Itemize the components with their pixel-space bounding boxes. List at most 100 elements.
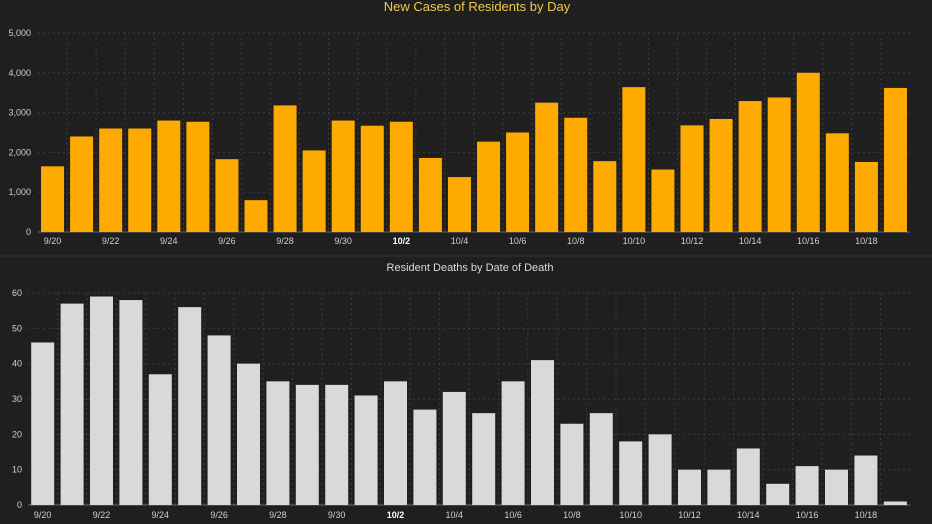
cases-y-tick-label: 2,000 [8, 147, 31, 157]
cases-bar-10/18 [854, 161, 878, 232]
cases-bar-10/17 [825, 133, 849, 232]
cases-x-axis: 9/20 9/22 9/24 9/26 9/28 9/30 10/2 10/4 10/6 10/8… [44, 236, 878, 246]
cases-x-tick-label: 9/30 [334, 236, 352, 246]
deaths-bar-10/3 [413, 409, 437, 505]
cases-chart: New Cases of Residents by Day 0 1,000 2,00… [8, 0, 910, 246]
cases-x-tick-label: 10/2 [393, 236, 411, 246]
deaths-bar-10/6 [501, 381, 525, 505]
cases-y-tick-label: 0 [26, 227, 31, 237]
deaths-bar-10/16 [795, 466, 819, 505]
cases-bar-10/6 [506, 132, 530, 232]
deaths-bar-10/8 [560, 423, 584, 505]
deaths-bar-9/28 [266, 381, 290, 505]
deaths-x-tick-label: 10/18 [855, 510, 878, 520]
deaths-x-tick-label: 9/26 [210, 510, 228, 520]
deaths-bar-9/24 [148, 374, 172, 505]
cases-bar-9/29 [302, 150, 326, 232]
deaths-bar-10/4 [442, 391, 466, 505]
deaths-x-tick-label: 9/20 [34, 510, 52, 520]
cases-bar-10/11 [651, 169, 675, 232]
deaths-bar-9/27 [237, 363, 260, 505]
cases-x-tick-label: 10/8 [567, 236, 585, 246]
deaths-bar-10/13 [707, 469, 731, 505]
cases-x-tick-label: 9/26 [218, 236, 236, 246]
deaths-bar-10/19 [883, 501, 907, 505]
cases-x-tick-label: 10/6 [509, 236, 527, 246]
cases-bar-9/23 [128, 128, 152, 232]
deaths-y-tick-label: 10 [12, 465, 22, 475]
deaths-x-tick-label: 10/2 [387, 510, 405, 520]
cases-bar-10/16 [796, 72, 820, 232]
deaths-x-tick-label: 10/16 [796, 510, 819, 520]
cases-bar-10/8 [564, 117, 588, 232]
deaths-x-tick-label: 9/24 [152, 510, 170, 520]
cases-bar-9/25 [186, 121, 210, 232]
cases-bar-9/22 [99, 128, 123, 232]
deaths-y-tick-label: 40 [12, 359, 22, 369]
cases-bar-10/4 [447, 177, 471, 232]
deaths-bar-9/23 [119, 300, 143, 505]
deaths-bar-10/12 [678, 469, 701, 505]
cases-bar-9/20 [41, 166, 65, 232]
deaths-bar-9/20 [31, 342, 55, 505]
deaths-bar-10/1 [354, 395, 378, 505]
cases-x-tick-label: 10/4 [451, 236, 469, 246]
deaths-bars [31, 296, 907, 505]
cases-grid [38, 32, 910, 233]
deaths-bar-10/9 [589, 413, 613, 505]
deaths-x-tick-label: 10/10 [619, 510, 642, 520]
cases-x-tick-label: 10/14 [739, 236, 762, 246]
cases-x-tick-label: 10/10 [623, 236, 646, 246]
deaths-x-tick-label: 10/8 [563, 510, 581, 520]
deaths-bar-9/22 [90, 296, 113, 505]
cases-y-tick-label: 5,000 [8, 28, 31, 38]
cases-bar-10/7 [535, 102, 559, 233]
deaths-y-tick-label: 50 [12, 323, 22, 333]
deaths-bar-10/2 [384, 381, 407, 505]
cases-bar-10/2 [389, 121, 413, 232]
deaths-y-tick-label: 60 [12, 288, 22, 298]
cases-bar-9/28 [273, 105, 297, 232]
deaths-x-tick-label: 9/22 [93, 510, 111, 520]
deaths-x-tick-label: 10/4 [446, 510, 464, 520]
deaths-bar-10/15 [766, 483, 790, 505]
cases-bar-10/3 [418, 157, 442, 232]
deaths-bar-10/11 [648, 434, 672, 505]
deaths-bar-10/7 [531, 360, 554, 505]
cases-x-tick-label: 9/20 [44, 236, 62, 246]
deaths-bar-10/10 [619, 441, 643, 505]
cases-bar-10/12 [680, 125, 704, 232]
cases-bar-10/9 [593, 161, 617, 232]
deaths-x-tick-label: 10/6 [504, 510, 522, 520]
deaths-x-axis: 9/20 9/22 9/24 9/26 9/28 9/30 10/2 10/4 10/6 10/8… [34, 510, 877, 520]
cases-x-tick-label: 9/28 [276, 236, 294, 246]
deaths-chart-title: Resident Deaths by Date of Death [387, 262, 554, 274]
deaths-x-tick-label: 10/12 [678, 510, 701, 520]
cases-y-tick-label: 1,000 [8, 187, 31, 197]
deaths-bar-9/25 [178, 307, 202, 505]
deaths-y-tick-label: 30 [12, 394, 22, 404]
cases-x-tick-label: 10/18 [855, 236, 878, 246]
cases-bar-10/13 [709, 118, 733, 232]
cases-bar-9/21 [70, 136, 94, 232]
cases-x-tick-label: 9/24 [160, 236, 178, 246]
deaths-bar-10/18 [854, 455, 878, 505]
cases-y-axis: 0 1,000 2,000 3,000 4,000 5,000 [8, 28, 31, 237]
cases-bar-10/19 [883, 87, 907, 232]
deaths-x-tick-label: 9/28 [269, 510, 287, 520]
deaths-bar-9/30 [325, 384, 349, 505]
cases-bar-9/30 [331, 120, 355, 232]
deaths-bar-9/21 [60, 303, 84, 505]
cases-bar-10/14 [738, 101, 762, 232]
cases-x-tick-label: 10/16 [797, 236, 820, 246]
cases-chart-title: New Cases of Residents by Day [384, 0, 571, 14]
deaths-grid [28, 292, 910, 506]
deaths-y-tick-label: 0 [17, 500, 22, 510]
cases-x-tick-label: 9/22 [102, 236, 120, 246]
cases-y-tick-label: 3,000 [8, 108, 31, 118]
cases-bar-10/1 [360, 125, 384, 232]
deaths-y-tick-label: 20 [12, 429, 22, 439]
cases-bar-10/5 [477, 141, 501, 232]
cases-y-tick-label: 4,000 [8, 68, 31, 78]
